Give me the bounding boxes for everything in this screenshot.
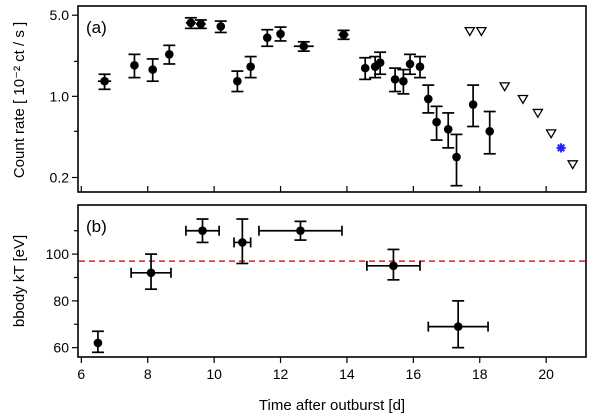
- panel-a-upper-limit-triangle: [517, 94, 529, 105]
- panel-b-frame: [77, 204, 587, 358]
- panel-b-data-point: [296, 226, 305, 236]
- panel-a-data-point: [299, 41, 309, 51]
- panel-a-data-point: [485, 126, 495, 136]
- panel-b-data-point: [238, 238, 247, 247]
- panel-b-data-point: [198, 226, 207, 236]
- x-tick-label: 20: [538, 366, 554, 382]
- panel-a-data-point: [452, 152, 461, 162]
- panel-b-data-point: [146, 268, 156, 278]
- panel-a-axes: 0.2 1.0 5.0: [50, 7, 547, 192]
- panel-b-y-axis-title: bbody kT [eV]: [11, 235, 28, 327]
- panel-b-data-point: [389, 261, 398, 271]
- panel-b-data-point: [93, 338, 103, 348]
- panel-b-axes: 6 8 10 12 14 16 18 20 60 80 100: [46, 230, 585, 382]
- panel-a-data-point: [390, 75, 400, 84]
- panel-a-count-rate: (a) 0.2 1.0 5.0 Count rate [ 10⁻² ct / s ]: [11, 5, 587, 193]
- panel-a-data-point: [246, 62, 255, 72]
- x-tick-label: 16: [406, 366, 422, 382]
- x-tick-label: 8: [144, 366, 152, 382]
- x-axis-title: Time after outburst [d]: [259, 397, 405, 414]
- panel-a-data-point: [375, 58, 385, 67]
- panel-b-y-tick-label: 60: [53, 340, 69, 356]
- panel-a-upper-limit-triangle: [545, 129, 557, 140]
- panel-b-y-tick-label: 100: [46, 246, 70, 262]
- panel-b-data-point: [453, 322, 463, 331]
- panel-a-data-point: [399, 76, 408, 86]
- asterisk-stroke: [557, 143, 566, 152]
- panel-a-upper-limit-triangle: [532, 108, 544, 119]
- panel-a-upper-limit-triangle: [498, 82, 511, 92]
- panel-a-upper-limit-triangle: [566, 160, 579, 170]
- panel-a-data-point: [148, 65, 158, 74]
- x-tick-label: 6: [77, 366, 85, 382]
- panel-a-upper-limit-triangle: [475, 26, 488, 37]
- panel-a-data-point: [276, 29, 285, 39]
- panel-a-y-tick-label: 5.0: [50, 7, 70, 23]
- panel-a-y-tick-label: 0.2: [50, 169, 70, 185]
- panel-a-label: (a): [86, 18, 107, 37]
- panel-a-data-point: [233, 76, 242, 86]
- panel-a-data-point: [262, 33, 272, 42]
- x-tick-label: 14: [339, 366, 355, 382]
- panel-a-data-point: [415, 62, 425, 72]
- panel-b-y-tick-label: 80: [53, 293, 69, 309]
- panel-b-label: (b): [86, 217, 107, 236]
- panel-a-data-point: [443, 125, 453, 134]
- panel-a-data-point: [468, 100, 478, 109]
- panel-a-y-axis-title: Count rate [ 10⁻² ct / s ]: [11, 22, 28, 178]
- panel-a-data-point: [165, 50, 174, 59]
- panel-a-data-point: [339, 30, 348, 39]
- panel-a-data-point: [186, 18, 196, 28]
- panel-a-data-point: [405, 59, 415, 69]
- panel-a-blue-asterisk: [556, 143, 566, 153]
- panel-a-data-point: [432, 117, 441, 127]
- panel-a-frame: [77, 5, 587, 193]
- panel-a-data-point: [196, 19, 206, 29]
- panel-a-data-point: [100, 76, 109, 86]
- panel-a-upper-limit-triangle: [464, 26, 476, 37]
- panel-a-data-point: [360, 63, 370, 73]
- x-tick-label: 18: [472, 366, 488, 382]
- panel-a-data-point: [130, 61, 139, 70]
- x-tick-label: 12: [273, 366, 289, 382]
- panel-a-data-point: [423, 94, 433, 104]
- panel-b-data-marks: [91, 218, 489, 354]
- panel-a-data-point: [216, 22, 226, 31]
- panel-a-y-tick-label: 1.0: [50, 88, 70, 104]
- panel-a-data-marks: [97, 16, 579, 187]
- x-tick-label: 10: [206, 366, 222, 382]
